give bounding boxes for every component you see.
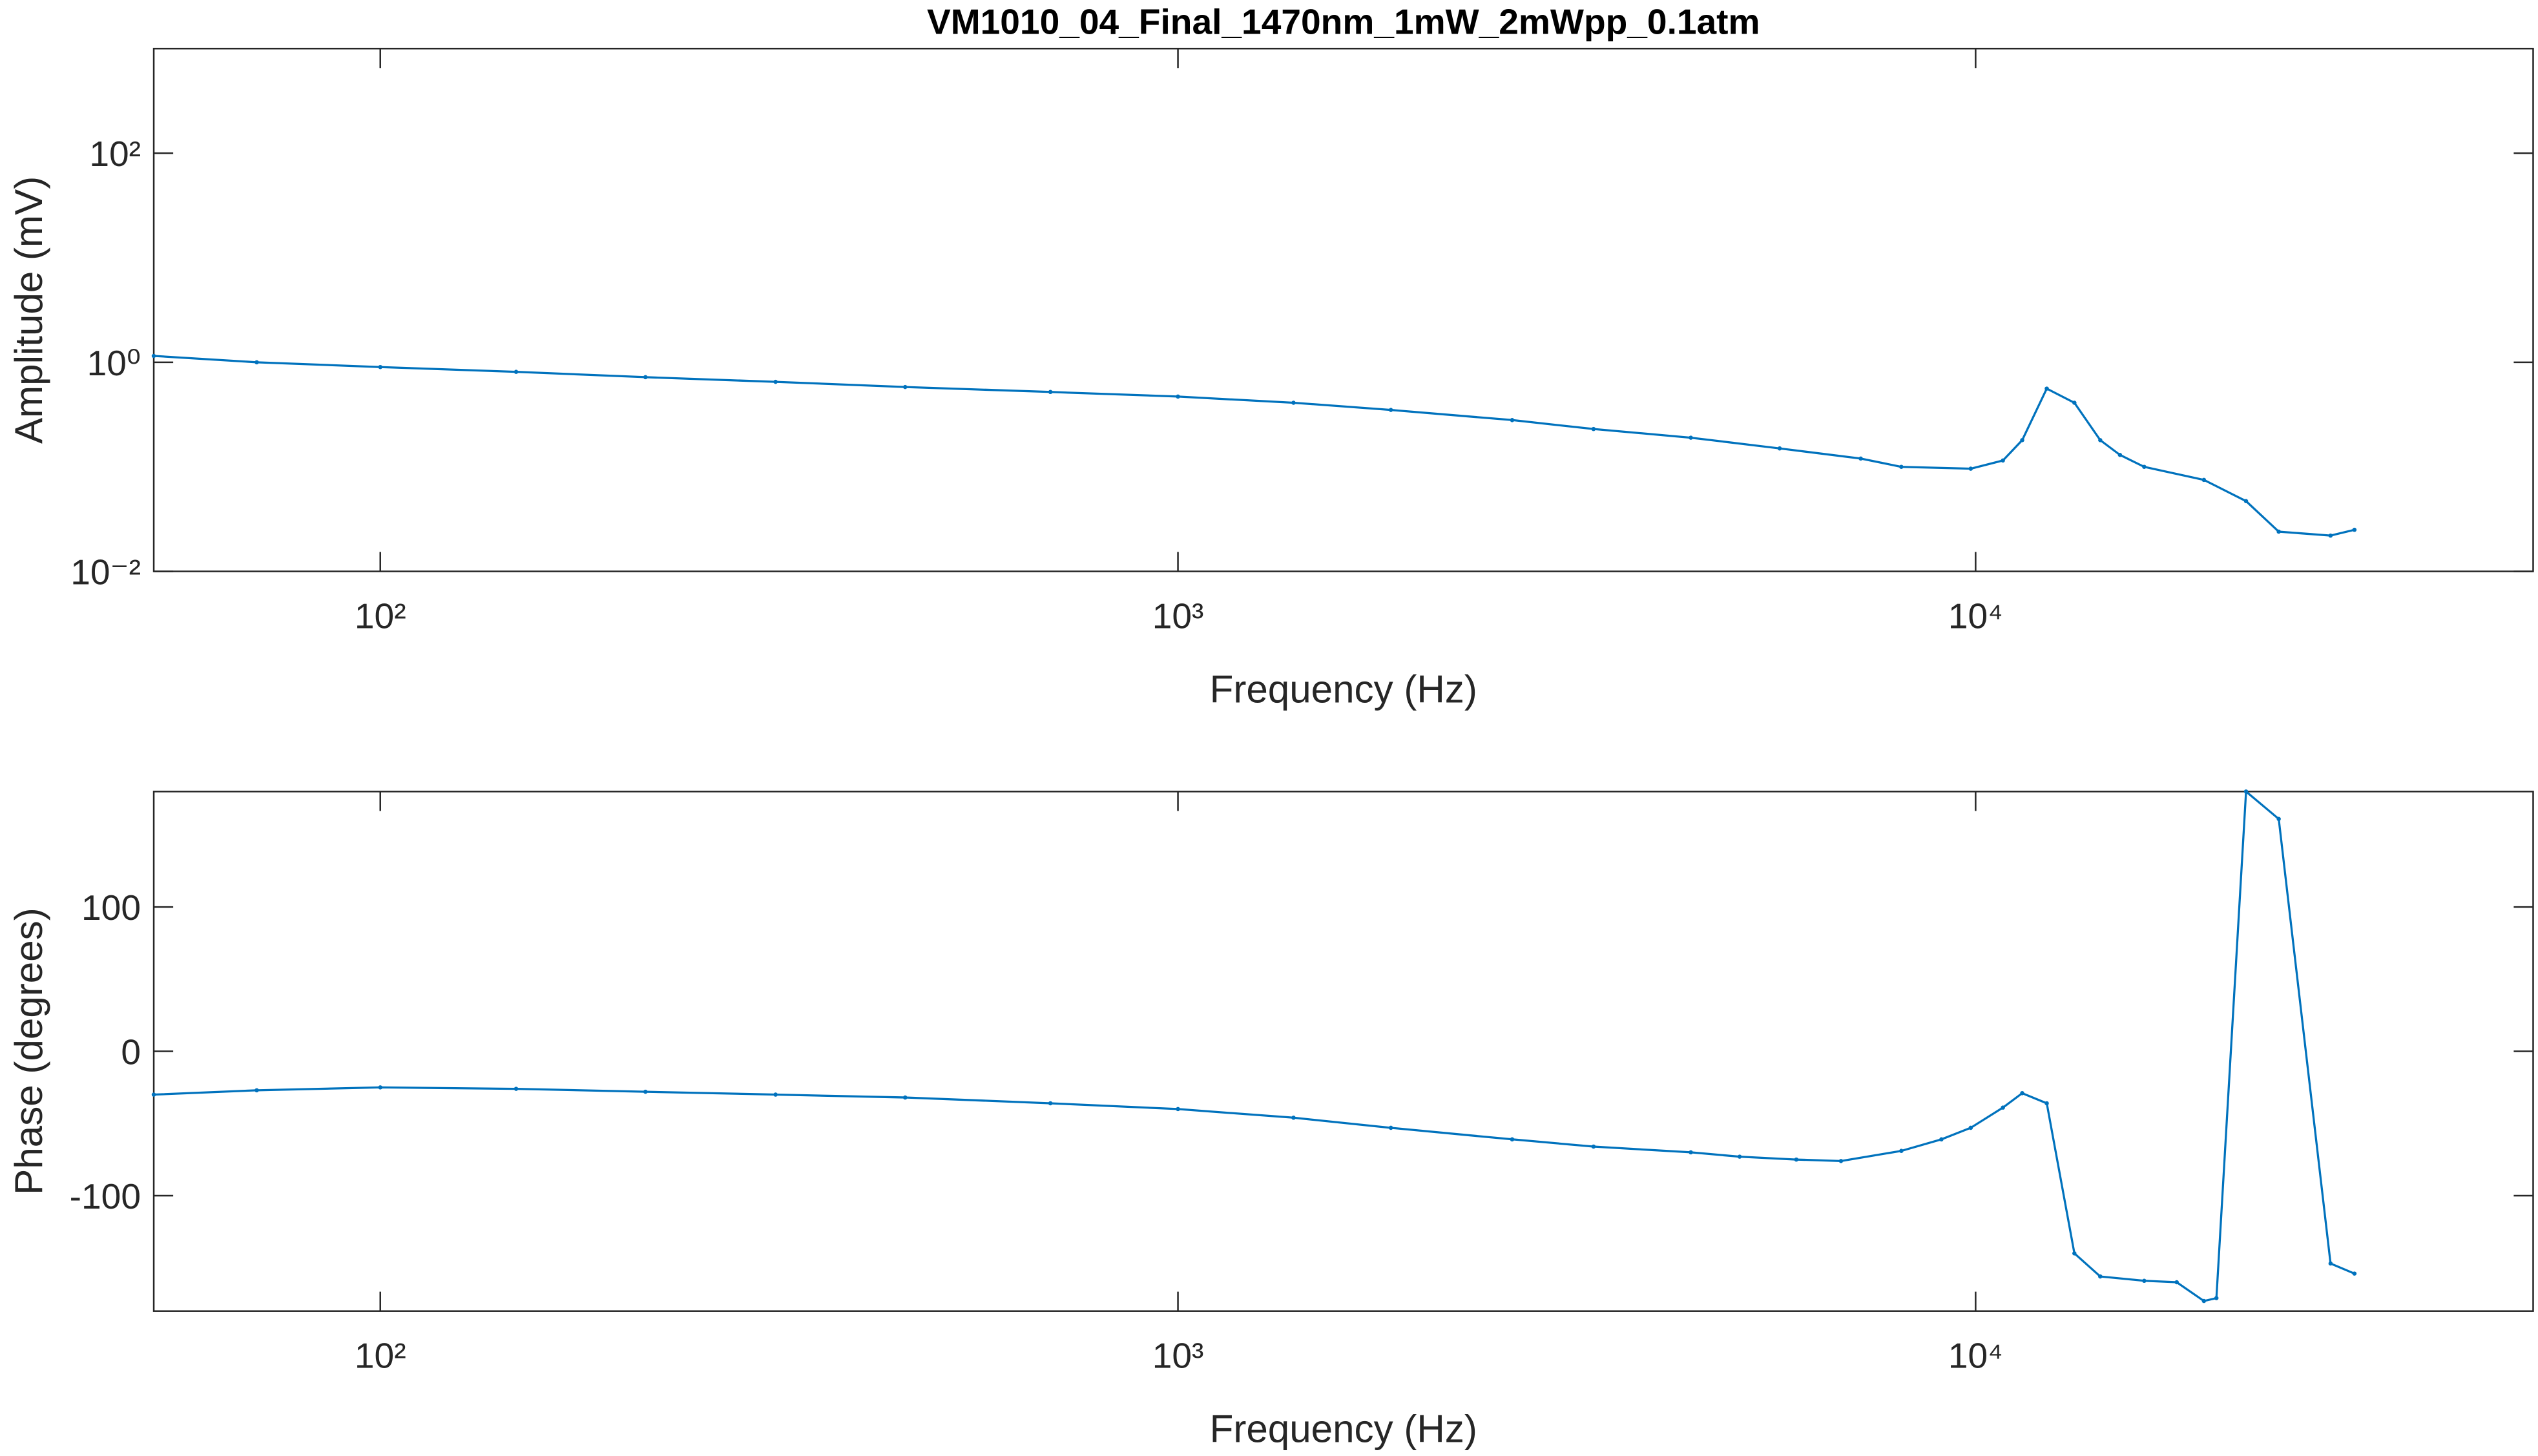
y-tick-label: 10² [89,134,141,174]
x-tick-label: 10² [355,596,406,636]
y-tick-label: 10⁰ [87,343,141,383]
data-point [1899,464,1904,469]
data-point [2174,1280,2179,1285]
data-point [2328,533,2333,538]
data-point [1689,435,1693,440]
x-tick-label: 10⁴ [1948,596,2003,636]
data-point [1048,390,1053,395]
x-tick-label: 10⁴ [1948,1335,2003,1375]
data-point [255,360,259,365]
data-point [1388,408,1393,412]
y-tick-label: 10⁻² [70,552,141,592]
data-point [151,353,156,359]
data-point [2328,1261,2333,1266]
y-axis-label: Phase (degrees) [7,908,50,1195]
data-point [1510,1137,1515,1142]
data-point [2201,477,2207,483]
data-point [1794,1157,1799,1162]
data-point [514,1087,519,1091]
data-point [1968,466,1973,471]
data-point [1689,1150,1693,1155]
data-point [514,369,519,374]
y-axis-label: Amplitude (mV) [7,176,50,444]
data-point [643,375,648,380]
data-point [2001,458,2005,463]
data-point [2117,452,2123,457]
data-point [1838,1159,1844,1163]
data-point [1899,1149,1904,1153]
data-point [2098,438,2103,442]
data-point [1176,1107,1180,1112]
x-tick-label: 10³ [1152,596,1204,636]
y-tick-label: 0 [121,1032,141,1072]
x-axis-label: Frequency (Hz) [1210,1408,1477,1451]
data-point [2214,1296,2219,1300]
x-tick-label: 10³ [1152,1335,1204,1375]
y-tick-label: -100 [70,1176,141,1216]
data-point [2098,1274,2103,1279]
data-point [773,379,778,384]
data-point [255,1088,259,1093]
data-point [1858,456,1863,461]
data-point [1591,426,1596,432]
data-point [2020,438,2024,442]
data-point [2276,529,2281,534]
data-point [1291,1116,1296,1120]
data-point [2243,789,2249,794]
data-point [2072,400,2077,405]
data-point [1939,1137,1944,1142]
data-point [1291,400,1296,405]
data-point [903,1095,908,1100]
data-point [1388,1125,1393,1130]
data-point [2276,816,2281,822]
data-point [643,1089,648,1094]
data-point [378,1085,382,1090]
data-point [2072,1251,2077,1256]
data-point [2243,499,2249,504]
data-point [2142,464,2147,469]
data-point [2044,1101,2049,1106]
data-point [1048,1101,1053,1106]
data-point [1510,418,1515,422]
chart-title: VM1010_04_Final_1470nm_1mW_2mWpp_0.1atm [927,2,1760,42]
data-point [1176,394,1180,399]
data-point [2352,527,2357,532]
x-tick-label: 10² [355,1335,406,1375]
data-point [2020,1091,2024,1096]
y-tick-label: 100 [81,888,141,928]
data-point [1777,446,1782,451]
data-point [1591,1144,1596,1149]
plot-area [152,47,2534,572]
data-point [378,364,382,369]
data-point [773,1092,778,1097]
data-line [153,355,2355,537]
data-point [2044,386,2049,391]
data-point [2142,1278,2147,1284]
data-point [903,384,908,390]
x-axis-label: Frequency (Hz) [1210,668,1477,711]
data-point [1737,1154,1742,1159]
data-point [2352,1271,2357,1276]
plot-area [152,791,2534,1312]
data-point [2001,1105,2005,1110]
data-point [2201,1298,2207,1304]
data-point [1968,1125,1973,1130]
data-point [151,1092,156,1097]
